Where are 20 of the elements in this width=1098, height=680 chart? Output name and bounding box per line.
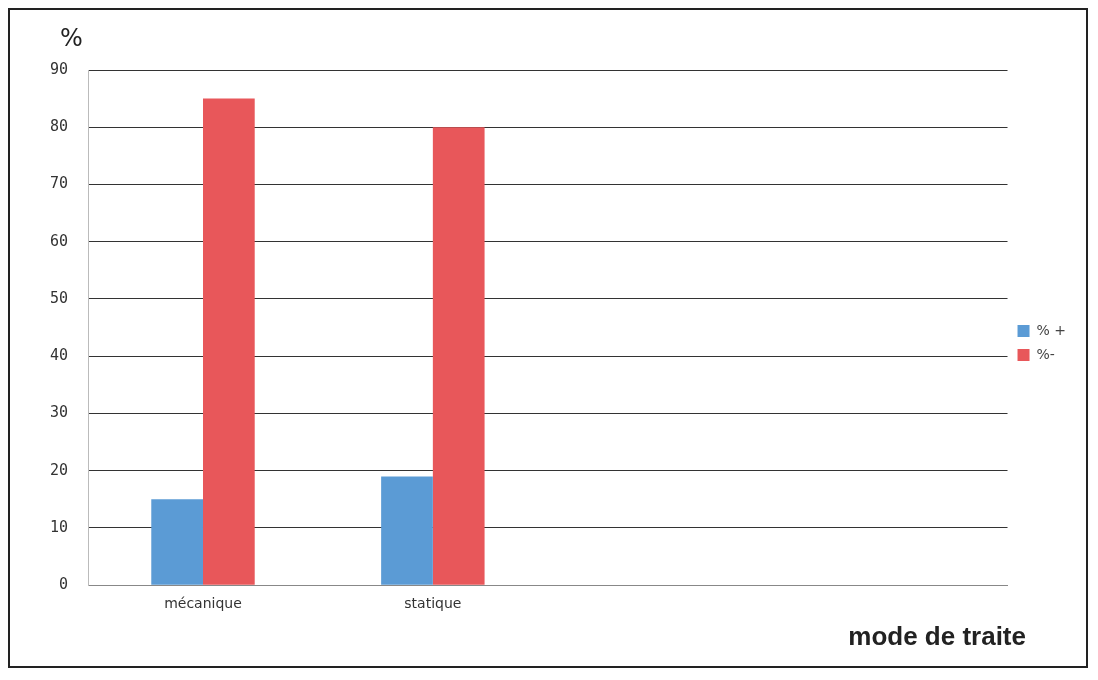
y-tick-label: 90 <box>50 59 69 78</box>
y-tick-label: 70 <box>50 174 69 193</box>
y-tick-label: 80 <box>50 117 69 136</box>
legend-label: %- <box>1036 345 1055 362</box>
y-tick-label: 0 <box>59 575 69 594</box>
y-tick-label: 60 <box>50 231 69 250</box>
bar <box>432 127 485 585</box>
bar <box>151 499 203 585</box>
y-tick-label: 40 <box>50 346 69 365</box>
x-tick-label: statique <box>404 595 462 612</box>
x-tick-label: mécanique <box>164 595 242 612</box>
y-tick-label: 20 <box>50 460 69 479</box>
y-axis-title: % <box>60 24 83 52</box>
x-axis-title: mode de traite <box>848 621 1026 652</box>
y-tick-label: 50 <box>50 288 69 307</box>
legend-label: % + <box>1036 321 1066 338</box>
y-tick-label: 30 <box>50 403 69 422</box>
y-tick-label: 10 <box>50 517 69 536</box>
bar <box>202 98 255 585</box>
bar <box>381 476 433 585</box>
